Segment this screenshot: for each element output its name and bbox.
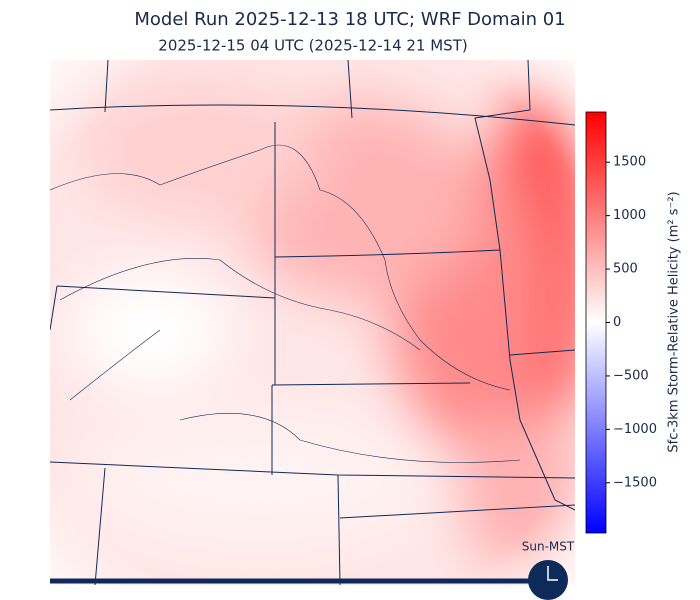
colorbar-tick-label: −1500 bbox=[613, 475, 657, 490]
title: Model Run 2025-12-13 18 UTC; WRF Domain … bbox=[134, 9, 565, 30]
colorbar-tick-label: 1500 bbox=[613, 155, 646, 170]
map bbox=[50, 60, 575, 585]
colorbar-tick-label: 1000 bbox=[613, 208, 646, 223]
colorbar-tick-label: 500 bbox=[613, 262, 638, 277]
colorbar-tick-label: −1000 bbox=[613, 422, 657, 437]
colorbar-tick-label: −500 bbox=[613, 368, 649, 383]
subtitle: 2025-12-15 04 UTC (2025-12-14 21 MST) bbox=[158, 37, 467, 55]
clock-hands bbox=[547, 566, 558, 581]
colorbar-scale bbox=[585, 111, 607, 534]
colorbar-tick-label: 0 bbox=[613, 315, 621, 330]
colorbar-label: Sfc-3km Storm-Relative Helicity (m² s⁻²) bbox=[667, 191, 682, 452]
colorbar: Sfc-3km Storm-Relative Helicity (m² s⁻²)… bbox=[585, 111, 682, 534]
clock-label: Sun-MST bbox=[522, 540, 575, 554]
